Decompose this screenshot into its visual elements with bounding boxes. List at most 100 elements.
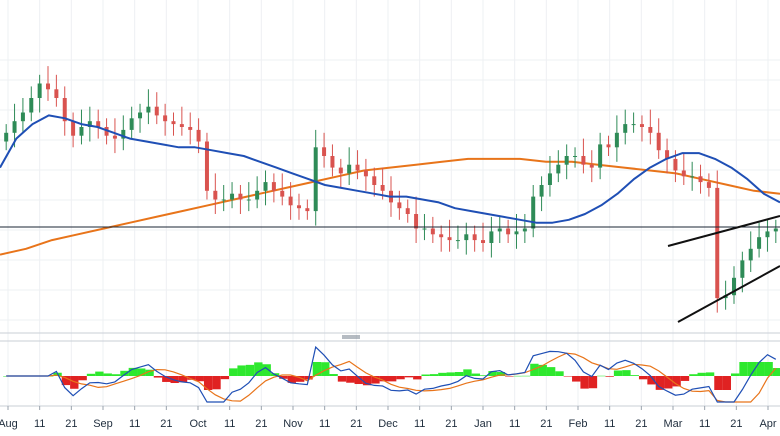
candle-body [506,228,511,235]
candle [4,124,9,151]
candle-body [163,115,168,122]
candle-body [464,234,469,241]
candle [648,109,653,145]
candle [112,118,117,154]
candle [405,199,410,223]
candle-body [188,127,193,130]
macd-bar [714,376,723,390]
macd-bar [195,376,204,382]
candle-body [623,124,628,133]
macd-bar [362,376,372,386]
candle [146,89,151,125]
macd-bar [563,376,573,377]
candle-body [196,129,201,142]
macd-bar [680,376,690,381]
candle [296,193,301,220]
x-tick-label: Nov [283,418,303,430]
macd-bar [655,376,665,390]
candle [547,156,552,197]
candle [96,109,101,139]
candle-body [79,127,84,136]
candle-body [305,208,310,212]
candle [656,118,661,159]
candle-body [690,176,695,178]
wedge-trendlines[interactable] [667,215,780,323]
x-tick-label: 11 [604,418,615,430]
candle [665,138,670,174]
macd-bar [513,375,522,377]
x-tick-label: Apr [759,418,776,430]
candle-body [681,170,686,177]
candle-body [414,214,419,229]
macd-bar [664,376,673,389]
candle [347,147,352,185]
candle-body [296,205,301,209]
macd-bar [421,374,430,376]
macd-bar [471,373,481,376]
macd-bar [438,372,447,376]
candle-body [656,132,661,151]
candle-body [263,182,268,191]
candle [773,219,778,243]
candle-body [355,164,360,171]
macd-bar [229,368,238,376]
candle [54,74,59,107]
macd-bar [555,371,564,376]
candle-body [204,141,209,191]
candle-body [138,112,143,119]
candle-body [46,83,51,90]
macd-bar [220,376,230,380]
x-tick-label: 21 [445,418,457,430]
ema-50-line [0,114,780,224]
candle-body [455,240,460,242]
x-tick-label: 11 [34,418,45,430]
candle [614,115,619,162]
candle [163,103,168,136]
macd-bar [95,371,104,376]
candle [564,144,569,180]
candle-body [665,150,670,159]
x-tick-label: 11 [414,418,425,430]
macd-bar [212,376,221,390]
candle-body [238,193,243,200]
candle-body [639,124,644,127]
x-tick-label: Mar [664,418,683,430]
candle-body [330,156,335,168]
candle-body [405,208,410,214]
candle-body [547,173,552,185]
macd-bar [404,376,414,378]
candle [497,216,502,243]
candle-body [531,196,536,229]
candle [606,135,611,156]
macd-bar [245,364,255,376]
macd-bar [756,362,765,376]
macd-bar [103,373,112,376]
candle-body [213,190,218,200]
ema-50-path [0,114,780,224]
candle [171,112,176,136]
candle-body [29,98,34,113]
candle [355,150,360,180]
candle-body [422,228,427,230]
macd-bar [622,370,631,376]
candle [246,182,251,212]
candle [380,167,385,200]
time-axis: Aug 11 21 Sep 11 21 Oct 11 21 Nov 11 21 Dec 11 21 Jan 11… [0,406,777,430]
candle [573,147,578,168]
x-tick-label: 21 [540,418,552,430]
candle-body [372,176,377,185]
candle-body [12,121,17,133]
macd-bar [446,372,455,376]
candle-body [313,147,318,212]
candle [330,144,335,177]
candle [455,225,460,249]
macd-bar [128,367,138,376]
macd-bar [120,370,129,376]
candle-body [673,158,678,171]
panel-resize-handle[interactable] [342,335,360,339]
macd-bar [254,362,263,376]
candle [556,150,561,183]
macd-bar [638,376,648,380]
candle-body [648,127,653,133]
candle [715,170,720,313]
